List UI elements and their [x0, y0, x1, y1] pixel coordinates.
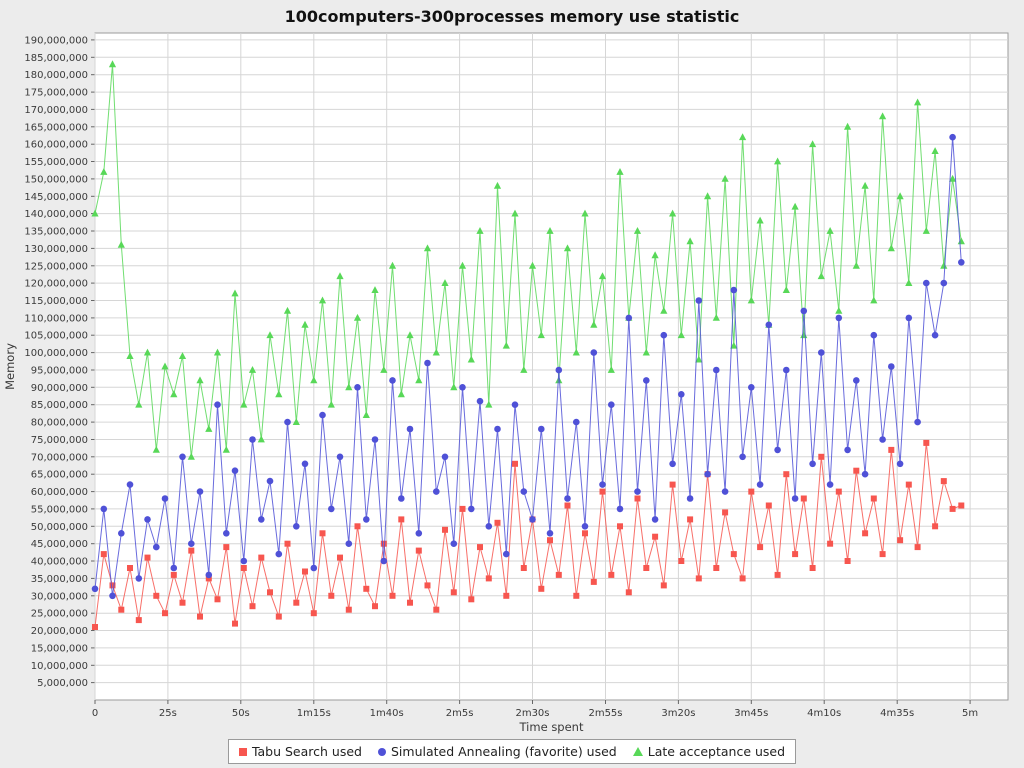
chart-title: 100computers-300processes memory use sta…: [284, 7, 740, 26]
svg-text:155,000,000: 155,000,000: [24, 157, 88, 168]
svg-text:50,000,000: 50,000,000: [31, 522, 88, 533]
svg-text:65,000,000: 65,000,000: [31, 470, 88, 481]
svg-text:25,000,000: 25,000,000: [31, 609, 88, 620]
svg-text:25s: 25s: [159, 708, 177, 719]
svg-text:190,000,000: 190,000,000: [24, 35, 88, 46]
svg-text:120,000,000: 120,000,000: [24, 279, 88, 290]
svg-text:75,000,000: 75,000,000: [31, 435, 88, 446]
svg-text:5m: 5m: [962, 708, 978, 719]
svg-text:105,000,000: 105,000,000: [24, 331, 88, 342]
svg-text:140,000,000: 140,000,000: [24, 209, 88, 220]
svg-text:180,000,000: 180,000,000: [24, 70, 88, 81]
svg-text:135,000,000: 135,000,000: [24, 227, 88, 238]
svg-text:160,000,000: 160,000,000: [24, 140, 88, 151]
svg-text:4m35s: 4m35s: [880, 708, 914, 719]
memory-line-chart: 5,000,000 10,000,000 15,000,000 20,000,000 2…: [3, 32, 1009, 734]
svg-text:35,000,000: 35,000,000: [31, 574, 88, 585]
svg-text:2m30s: 2m30s: [515, 708, 549, 719]
svg-text:150,000,000: 150,000,000: [24, 174, 88, 185]
chart-legend: Tabu Search used Simulated Annealing (fa…: [0, 739, 1024, 764]
svg-text:125,000,000: 125,000,000: [24, 261, 88, 272]
svg-text:145,000,000: 145,000,000: [24, 192, 88, 203]
legend-item-late-acceptance: Late acceptance used: [632, 744, 786, 759]
svg-text:40,000,000: 40,000,000: [31, 557, 88, 568]
svg-text:2m5s: 2m5s: [446, 708, 474, 719]
svg-text:95,000,000: 95,000,000: [31, 366, 88, 377]
svg-text:1m40s: 1m40s: [370, 708, 404, 719]
simulated-annealing-marker-icon: [377, 747, 386, 756]
svg-text:45,000,000: 45,000,000: [31, 539, 88, 550]
svg-text:30,000,000: 30,000,000: [31, 591, 88, 602]
svg-text:115,000,000: 115,000,000: [24, 296, 88, 307]
svg-text:165,000,000: 165,000,000: [24, 122, 88, 133]
svg-text:0: 0: [92, 708, 98, 719]
svg-text:185,000,000: 185,000,000: [24, 53, 88, 64]
legend-item-tabu-search: Tabu Search used: [238, 744, 362, 759]
svg-text:130,000,000: 130,000,000: [24, 244, 88, 255]
svg-text:110,000,000: 110,000,000: [24, 313, 88, 324]
svg-text:15,000,000: 15,000,000: [31, 643, 88, 654]
tabu-search-marker-icon: [238, 747, 247, 756]
legend-label-late-acceptance: Late acceptance used: [647, 744, 786, 759]
svg-text:2m55s: 2m55s: [588, 708, 622, 719]
svg-text:10,000,000: 10,000,000: [31, 661, 88, 672]
svg-text:80,000,000: 80,000,000: [31, 418, 88, 429]
svg-text:3m20s: 3m20s: [661, 708, 695, 719]
svg-text:3m45s: 3m45s: [734, 708, 768, 719]
svg-text:90,000,000: 90,000,000: [31, 383, 88, 394]
svg-text:60,000,000: 60,000,000: [31, 487, 88, 498]
svg-text:5,000,000: 5,000,000: [37, 678, 88, 689]
svg-text:70,000,000: 70,000,000: [31, 452, 88, 463]
x-axis-title: Time spent: [519, 720, 584, 734]
legend-label-tabu-search: Tabu Search used: [251, 744, 362, 759]
y-axis-title: Memory: [3, 343, 17, 390]
legend-box: Tabu Search used Simulated Annealing (fa…: [227, 739, 797, 764]
svg-text:50s: 50s: [232, 708, 250, 719]
legend-item-simulated-annealing: Simulated Annealing (favorite) used: [377, 744, 617, 759]
svg-text:85,000,000: 85,000,000: [31, 400, 88, 411]
svg-text:4m10s: 4m10s: [807, 708, 841, 719]
svg-text:170,000,000: 170,000,000: [24, 105, 88, 116]
svg-text:100,000,000: 100,000,000: [24, 348, 88, 359]
legend-label-simulated-annealing: Simulated Annealing (favorite) used: [390, 744, 617, 759]
svg-text:175,000,000: 175,000,000: [24, 88, 88, 99]
svg-text:55,000,000: 55,000,000: [31, 504, 88, 515]
late-acceptance-marker-icon: [632, 747, 643, 756]
svg-text:20,000,000: 20,000,000: [31, 626, 88, 637]
svg-text:1m15s: 1m15s: [297, 708, 331, 719]
